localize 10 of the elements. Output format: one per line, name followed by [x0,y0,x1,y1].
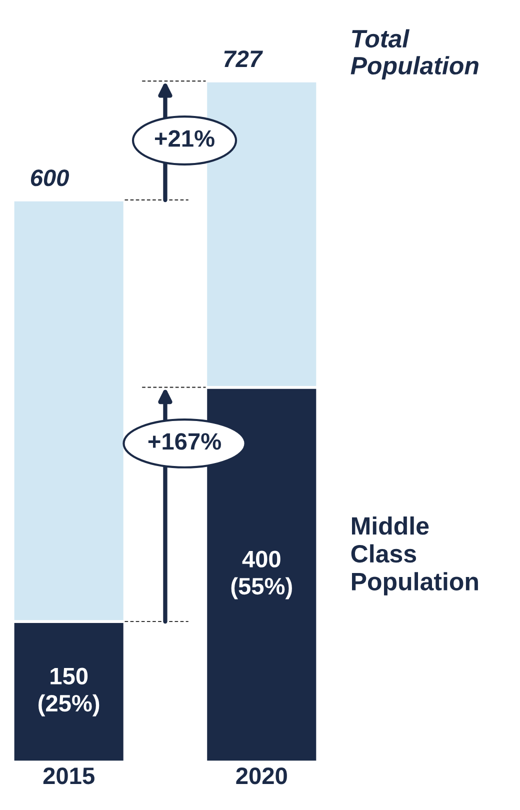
annotation: +21% [154,130,214,147]
series-label: Middle Class Population [351,516,478,596]
total-label: 727 [224,50,263,67]
x-tick-label: 2015 [43,767,94,784]
series-label: Total Population [350,29,478,80]
x-tick-label: 2020 [236,767,287,784]
annotation: +167% [148,433,221,450]
data-label: 150 (25%) [38,668,100,716]
total-label: 600 [30,169,70,186]
data-label: 400 (55%) [231,550,292,600]
